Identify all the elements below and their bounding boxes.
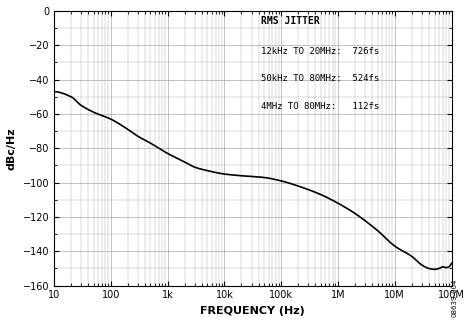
Text: 4MHz TO 80MHz:   112fs: 4MHz TO 80MHz: 112fs [261, 102, 379, 110]
Text: 08639-004: 08639-004 [452, 278, 458, 317]
Text: 50kHz TO 80MHz:  524fs: 50kHz TO 80MHz: 524fs [261, 74, 379, 83]
Y-axis label: dBc/Hz: dBc/Hz [7, 127, 17, 170]
Text: RMS JITTER: RMS JITTER [261, 16, 320, 26]
X-axis label: FREQUENCY (Hz): FREQUENCY (Hz) [201, 306, 305, 316]
Text: 12kHz TO 20MHz:  726fs: 12kHz TO 20MHz: 726fs [261, 47, 379, 56]
